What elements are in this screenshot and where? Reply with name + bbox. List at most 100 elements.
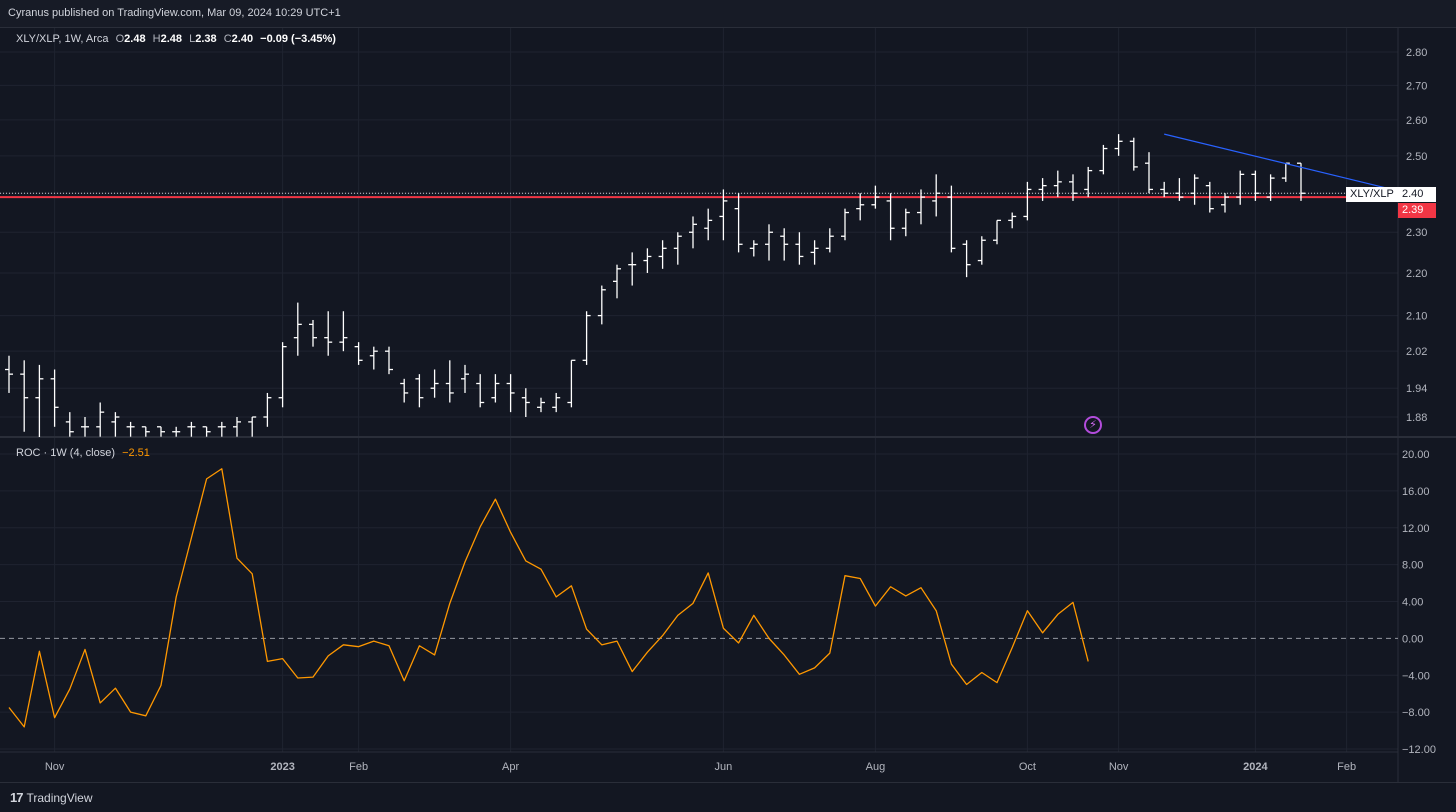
close-value: 2.40 bbox=[231, 33, 254, 45]
ohlc-bar bbox=[917, 189, 925, 225]
ohlc-bar bbox=[187, 421, 196, 437]
ohlc-bar bbox=[506, 374, 515, 413]
ohlc-bar bbox=[96, 402, 105, 437]
ohlc-bar bbox=[1114, 134, 1123, 156]
ohlc-bar bbox=[141, 426, 150, 437]
ohlc-bar bbox=[749, 240, 758, 257]
ohlc-bar bbox=[993, 219, 1001, 245]
ohlc-bar bbox=[704, 208, 713, 241]
ohlc-bar bbox=[1205, 181, 1214, 213]
ohlc-bar bbox=[50, 369, 59, 427]
price-tick-label: 2.50 bbox=[1406, 151, 1427, 163]
time-tick-label: Jun bbox=[715, 761, 733, 773]
close-label: C bbox=[223, 33, 232, 45]
low-value: 2.38 bbox=[195, 33, 217, 45]
roc-tick-label: −8.00 bbox=[1402, 707, 1430, 719]
ohlc-bar bbox=[1175, 178, 1184, 201]
ohlc-bar bbox=[643, 248, 652, 273]
time-axis[interactable]: Nov2023FebAprJunAugOctNov2024FebAprMayJu… bbox=[45, 761, 1456, 773]
roc-tick-label: 20.00 bbox=[1402, 449, 1430, 461]
roc-tick-label: 0.00 bbox=[1402, 633, 1423, 645]
price-axis[interactable]: 2.802.702.602.502.402.302.202.102.021.94… bbox=[1402, 47, 1436, 756]
ohlc-bar bbox=[734, 193, 743, 253]
ohlc-bar bbox=[293, 302, 302, 356]
hline-price-label: 2.39 bbox=[1398, 203, 1436, 218]
ohlc-bar bbox=[35, 364, 44, 437]
ohlc-bar bbox=[233, 417, 241, 437]
time-tick-label: Feb bbox=[349, 761, 368, 773]
ohlc-bar bbox=[20, 360, 29, 432]
ohlc-bar bbox=[810, 240, 819, 265]
roc-tick-label: 8.00 bbox=[1402, 560, 1423, 572]
ohlc-bar bbox=[582, 311, 591, 365]
ohlc-bar bbox=[901, 208, 910, 237]
time-tick-label: Feb bbox=[1337, 761, 1356, 773]
ohlc-bar bbox=[765, 224, 773, 261]
time-tick-label: Aug bbox=[866, 761, 886, 773]
publish-header: Cyranus published on TradingView.com, Ma… bbox=[0, 0, 1456, 28]
change-value: −0.09 (−3.45%) bbox=[260, 33, 336, 45]
ohlc-bar bbox=[81, 417, 89, 437]
ohlc-bar bbox=[537, 397, 545, 413]
ohlc-bar bbox=[719, 189, 728, 241]
roc-tick-label: −12.00 bbox=[1402, 744, 1436, 756]
ohlc-bar bbox=[1251, 170, 1260, 201]
ohlc-bar bbox=[157, 426, 165, 437]
ohlc-bar bbox=[111, 412, 120, 437]
ohlc-bar bbox=[886, 193, 895, 241]
ohlc-bar bbox=[613, 264, 621, 299]
ohlc-bar bbox=[415, 374, 424, 408]
ohlc-bar bbox=[1297, 162, 1305, 201]
ohlc-bar bbox=[1281, 162, 1290, 182]
time-tick-label: Nov bbox=[1109, 761, 1129, 773]
ohlc-bar bbox=[126, 421, 135, 437]
price-tick-label: 1.88 bbox=[1406, 412, 1427, 424]
price-tick-label: 1.94 bbox=[1406, 383, 1427, 395]
ohlc-bar bbox=[658, 240, 667, 269]
last-price-label: 2.40 bbox=[1398, 187, 1436, 202]
price-lines bbox=[0, 192, 1398, 639]
ohlc-bar bbox=[1266, 174, 1275, 201]
ohlc-bar bbox=[491, 374, 500, 403]
price-tick-label: 2.80 bbox=[1406, 47, 1427, 59]
ohlc-bar bbox=[278, 342, 287, 408]
ohlc-bar bbox=[1236, 170, 1245, 205]
ohlc-bar bbox=[825, 228, 834, 253]
roc-line bbox=[8, 468, 1089, 728]
ohlc-bar bbox=[841, 208, 849, 241]
symbol-price-tag: XLY/XLP bbox=[1346, 187, 1398, 202]
ohlc-bar bbox=[385, 346, 393, 375]
time-tick-label: Nov bbox=[45, 761, 65, 773]
roc-legend[interactable]: ROC · 1W (4, close) −2.51 bbox=[16, 447, 150, 459]
ohlc-bar bbox=[1084, 166, 1093, 198]
trendline[interactable] bbox=[1164, 133, 1393, 191]
ohlc-bar bbox=[856, 193, 865, 221]
ohlc-bar bbox=[202, 426, 211, 437]
ohlc-bar bbox=[1221, 193, 1229, 213]
ohlc-bar bbox=[1008, 212, 1017, 229]
symbol-name[interactable]: XLY/XLP, 1W, Arca bbox=[16, 33, 109, 45]
open-label: O bbox=[115, 33, 125, 45]
tradingview-brand[interactable]: 17 TradingView bbox=[10, 790, 93, 805]
grid bbox=[0, 27, 1398, 752]
ohlc-bar bbox=[567, 359, 576, 408]
tradingview-logo-icon: 17 bbox=[10, 790, 24, 805]
price-tick-label: 2.30 bbox=[1406, 227, 1427, 239]
ohlc-bar bbox=[1160, 181, 1169, 198]
low-label: L bbox=[189, 33, 196, 45]
ohlc-bar bbox=[597, 285, 606, 325]
symbol-legend[interactable]: XLY/XLP, 1W, Arca O2.48 H2.48 L2.38 C2.4… bbox=[16, 33, 336, 45]
ohlc-bar bbox=[461, 364, 469, 393]
roc-label[interactable]: ROC · 1W (4, close) bbox=[16, 447, 116, 459]
ohlc-bar bbox=[932, 174, 941, 217]
price-tick-label: 2.20 bbox=[1406, 268, 1427, 280]
roc-tick-label: 16.00 bbox=[1402, 486, 1430, 498]
ohlc-bar bbox=[673, 232, 682, 265]
lightning-bolt-icon[interactable]: ⚡ bbox=[1084, 416, 1102, 434]
ohlc-bar bbox=[324, 311, 333, 356]
open-value: 2.48 bbox=[124, 33, 146, 45]
roc-value: −2.51 bbox=[122, 447, 150, 459]
ohlc-bar bbox=[947, 185, 956, 253]
